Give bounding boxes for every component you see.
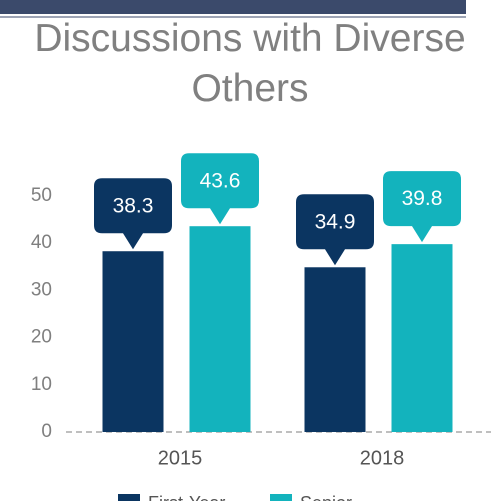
callout	[181, 153, 259, 225]
header-band	[0, 0, 466, 14]
callout	[296, 194, 374, 266]
y-tick-label: 20	[31, 327, 52, 348]
bar	[304, 267, 366, 432]
value-label: 43.6	[200, 169, 241, 192]
legend-label: Senior	[300, 493, 352, 501]
y-tick-label: 40	[31, 232, 52, 253]
y-tick-label: 0	[41, 421, 52, 442]
callout	[383, 171, 461, 243]
value-label: 34.9	[315, 210, 356, 233]
legend-label: First-Year	[148, 493, 225, 501]
y-tick-label: 10	[31, 374, 52, 395]
x-tick-label: 2018	[360, 447, 405, 469]
legend-swatch	[270, 494, 292, 501]
bar	[391, 244, 453, 432]
y-tick-label: 30	[31, 279, 52, 300]
legend-swatch	[118, 494, 140, 501]
chart-title: Discussions with Diverse Others	[34, 17, 466, 110]
y-tick-label: 50	[31, 185, 52, 206]
callout	[94, 178, 172, 250]
bar	[189, 226, 251, 432]
value-label: 39.8	[402, 187, 443, 210]
value-label: 38.3	[113, 194, 154, 217]
x-tick-label: 2015	[158, 447, 203, 469]
bar	[102, 251, 164, 432]
